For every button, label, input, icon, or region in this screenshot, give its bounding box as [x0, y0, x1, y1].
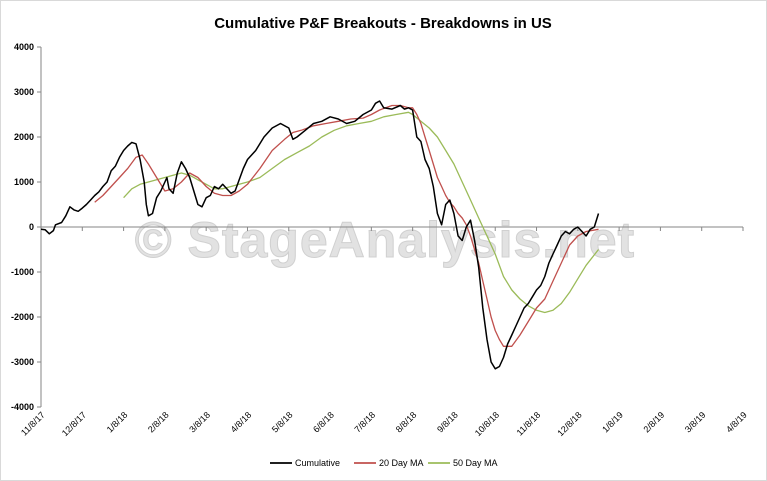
series-lines: [40, 100, 600, 370]
x-tick-label: 6/8/18: [311, 410, 336, 435]
legend-label-cumulative: Cumulative: [295, 458, 340, 468]
series-line-cumulative: [40, 100, 600, 370]
legend-label-50-day-ma: 50 Day MA: [453, 458, 498, 468]
y-tick-label: 2000: [14, 132, 34, 142]
legend: Cumulative 20 Day MA 50 Day MA: [270, 458, 498, 468]
y-tick-label: 3000: [14, 87, 34, 97]
axes: [40, 47, 743, 407]
x-tick-label: 7/8/18: [352, 410, 377, 435]
x-tick-label: 12/8/17: [60, 410, 88, 438]
x-tick-label: 8/8/18: [394, 410, 419, 435]
legend-label-20-day-ma: 20 Day MA: [379, 458, 424, 468]
x-tick-label: 9/8/18: [435, 410, 460, 435]
y-tick-label: -1000: [11, 267, 34, 277]
x-tick-label: 3/8/19: [683, 410, 708, 435]
x-tick-label: 4/8/19: [724, 410, 749, 435]
x-tick-label: 4/8/18: [229, 410, 254, 435]
x-tick-label: 2/8/18: [146, 410, 171, 435]
x-tick-label: 10/8/18: [473, 410, 501, 438]
series-line-50-day-ma: [123, 111, 600, 314]
y-tick-label: 4000: [14, 42, 34, 52]
y-axis-ticks: 4000 3000 2000 1000 0 -1000 -2000 -3000 -4000: [11, 42, 41, 412]
x-tick-label: 3/8/18: [187, 410, 212, 435]
y-tick-label: -3000: [11, 357, 34, 367]
y-tick-label: 0: [29, 222, 34, 232]
x-tick-label: 1/8/18: [105, 410, 130, 435]
x-tick-label: 5/8/18: [270, 410, 295, 435]
x-tick-label: 1/8/19: [600, 410, 625, 435]
x-tick-label: 2/8/19: [642, 410, 667, 435]
x-tick-label: 11/8/18: [515, 410, 543, 438]
y-tick-label: -4000: [11, 402, 34, 412]
y-tick-label: -2000: [11, 312, 34, 322]
x-tick-label: 11/8/17: [19, 410, 47, 438]
x-tick-label: 12/8/18: [555, 410, 583, 438]
y-tick-label: 1000: [14, 177, 34, 187]
chart-title: Cumulative P&F Breakouts - Breakdowns in…: [214, 15, 552, 32]
